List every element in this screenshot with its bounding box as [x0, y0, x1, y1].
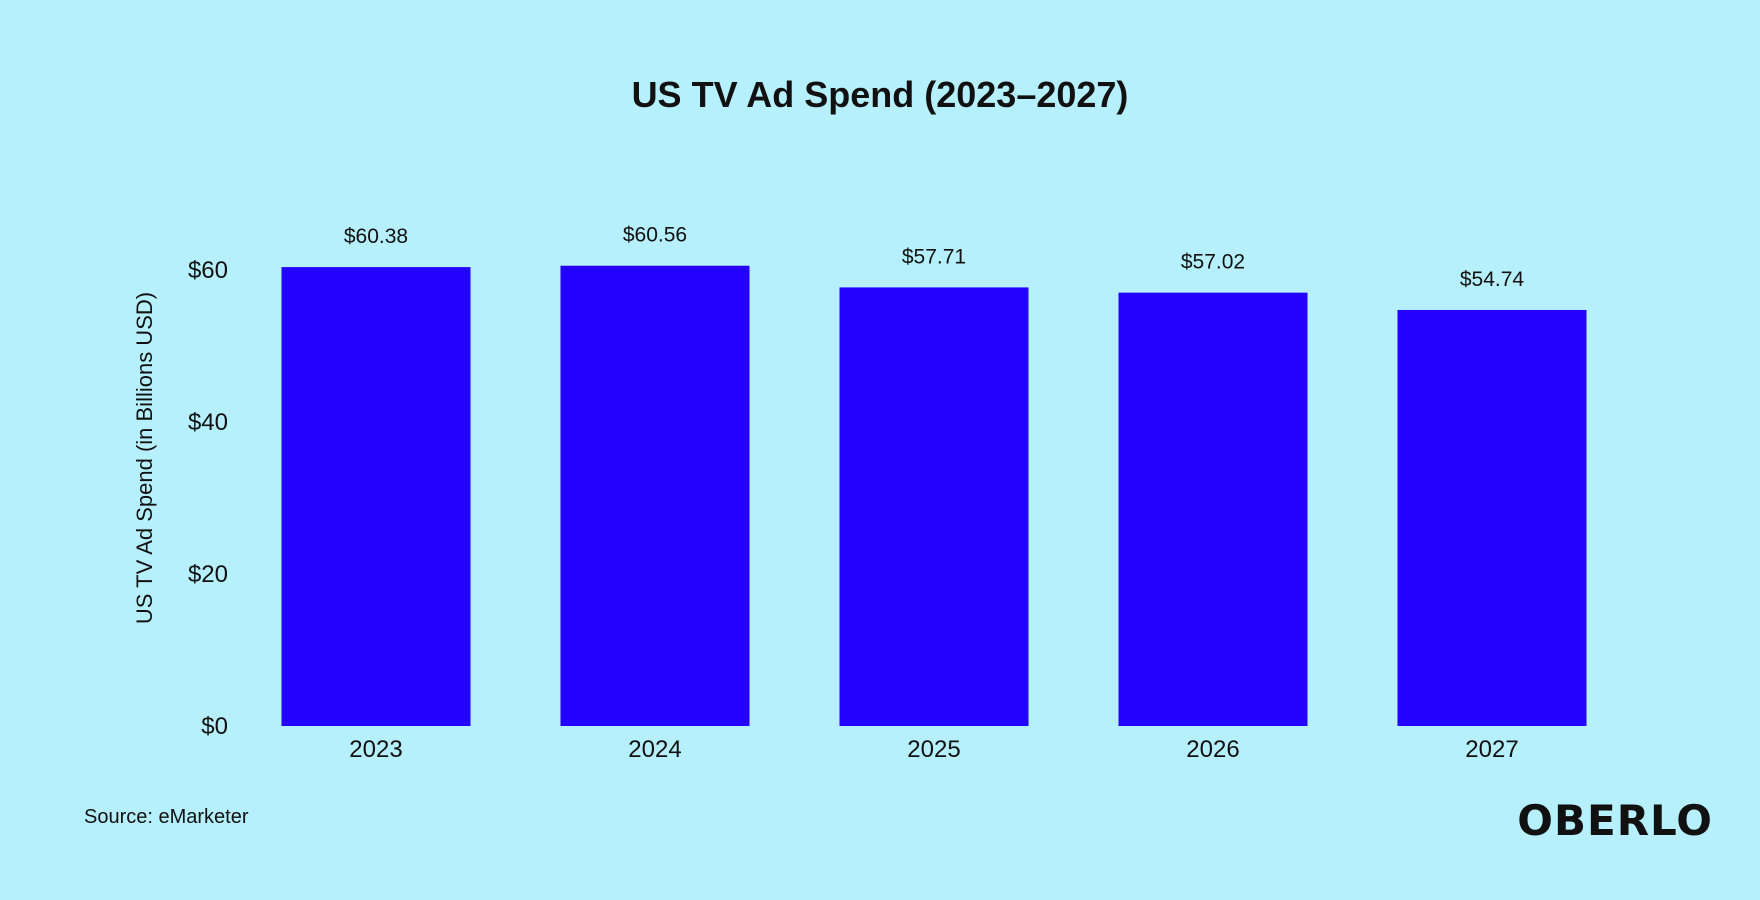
chart-title: US TV Ad Spend (2023–2027) [631, 74, 1129, 115]
bar [281, 267, 471, 726]
bar-value-label: $57.71 [902, 245, 966, 268]
x-tick-label: 2024 [628, 736, 681, 763]
x-tick-label: 2027 [1465, 736, 1518, 763]
oberlo-logo: OBERLO [1517, 796, 1713, 845]
source-note: Source: eMarketer [84, 806, 249, 828]
y-tick-label: $60 [188, 257, 228, 284]
y-axis-label: US TV Ad Spend (in Billions USD) [132, 292, 157, 624]
bar-value-label: $60.38 [344, 225, 408, 248]
x-tick-label: 2023 [349, 736, 402, 763]
bar [1397, 309, 1587, 726]
bar-value-label: $57.02 [1181, 251, 1245, 274]
x-tick-label: 2026 [1186, 736, 1239, 763]
bar-value-label: $60.56 [623, 224, 687, 247]
bar [560, 265, 750, 726]
bar-value-label: $54.74 [1460, 268, 1525, 291]
y-tick-label: $0 [201, 713, 228, 740]
bar [1118, 292, 1308, 726]
y-tick-label: $20 [188, 561, 228, 588]
bar [839, 287, 1029, 726]
y-tick-label: $40 [188, 409, 228, 436]
x-tick-label: 2025 [907, 736, 960, 763]
